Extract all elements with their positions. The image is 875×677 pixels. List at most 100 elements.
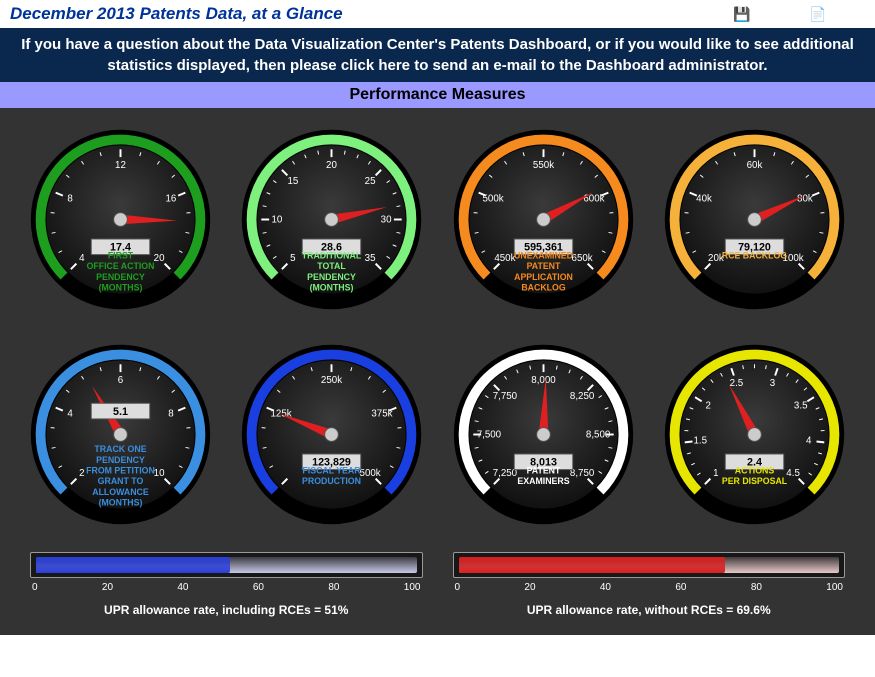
gauge: 125k250k375k500k123,829FISCAL YEARPRODUC… — [234, 337, 429, 532]
svg-text:250k: 250k — [321, 375, 342, 386]
svg-text:8: 8 — [168, 409, 173, 420]
gauge: 450k500k550k600k650k595,361UNEXAMINEDPAT… — [446, 122, 641, 317]
gauge-label: TRACK ONE — [95, 444, 147, 454]
progress-bar-block: 020406080100 UPR allowance rate, includin… — [30, 552, 423, 617]
svg-text:4: 4 — [79, 253, 85, 264]
gauge-label: OFFICE ACTION — [87, 261, 155, 271]
pdf-icon[interactable]: 📄 — [809, 6, 825, 22]
gauge-label: PENDENCY — [308, 272, 357, 282]
progress-bar-ticks: 020406080100 — [453, 578, 846, 593]
svg-text:1: 1 — [713, 468, 718, 479]
save-icon[interactable]: 💾 — [733, 6, 749, 22]
gauge-wrap[interactable]: 7,2507,5007,7508,0008,2508,5008,7508,013… — [443, 337, 644, 532]
svg-text:8: 8 — [67, 194, 72, 205]
svg-text:16: 16 — [166, 194, 177, 205]
progress-bar — [453, 552, 846, 578]
svg-text:2: 2 — [79, 468, 84, 479]
gauge-value: 5.1 — [113, 406, 128, 418]
gauge-label: APPLICATION — [514, 272, 573, 282]
svg-text:4: 4 — [67, 409, 73, 420]
svg-text:2: 2 — [705, 400, 710, 411]
svg-text:8,000: 8,000 — [531, 375, 556, 386]
svg-text:80k: 80k — [797, 194, 813, 205]
gauge-label: PATENT — [526, 466, 560, 476]
gauge: 20k40k60k80k100k79,120RCE BACKLOG — [657, 122, 852, 317]
gauge-label: BACKLOG — [521, 283, 565, 293]
gauge-label: GRANT TO — [98, 476, 144, 486]
info-banner[interactable]: If you have a question about the Data Vi… — [0, 28, 875, 82]
gauge-label: PENDENCY — [96, 272, 145, 282]
svg-text:4: 4 — [806, 436, 812, 447]
progress-bar-ticks: 020406080100 — [30, 578, 423, 593]
svg-text:2.5: 2.5 — [730, 378, 744, 389]
gauge-label: PER DISPOSAL — [722, 476, 788, 486]
gauge: 510152025303528.6TRADITIONALTOTALPENDENC… — [234, 122, 429, 317]
progress-bar-fill — [459, 557, 726, 573]
gauge-label: ALLOWANCE — [92, 487, 149, 497]
svg-text:60k: 60k — [747, 160, 763, 171]
svg-text:35: 35 — [365, 253, 376, 264]
gauge-label: PENDENCY — [96, 455, 145, 465]
svg-text:12: 12 — [115, 160, 126, 171]
svg-text:550k: 550k — [533, 160, 554, 171]
gauge: 11.522.533.544.52.4ACTIONSPER DISPOSAL — [657, 337, 852, 532]
svg-text:20: 20 — [326, 160, 337, 171]
progress-bar-label: UPR allowance rate, including RCEs = 51% — [30, 603, 423, 617]
gauge-wrap[interactable]: 510152025303528.6TRADITIONALTOTALPENDENC… — [231, 122, 432, 317]
svg-text:40k: 40k — [696, 194, 712, 205]
svg-text:15: 15 — [288, 176, 299, 187]
gauge-label: ACTIONS — [735, 466, 775, 476]
svg-text:7,500: 7,500 — [476, 429, 501, 440]
gauge-label: UNEXAMINED — [514, 250, 573, 260]
gauge-label: FROM PETITION — [86, 466, 155, 476]
svg-text:3.5: 3.5 — [794, 400, 808, 411]
gauge-label: PRODUCTION — [302, 476, 361, 486]
progress-bar — [30, 552, 423, 578]
header-bar: December 2013 Patents Data, at a Glance … — [0, 0, 875, 28]
section-title: Performance Measures — [0, 82, 875, 108]
gauge-wrap[interactable]: 450k500k550k600k650k595,361UNEXAMINEDPAT… — [443, 122, 644, 317]
svg-text:500k: 500k — [360, 468, 381, 479]
svg-text:500k: 500k — [482, 194, 503, 205]
svg-text:4.5: 4.5 — [786, 468, 800, 479]
svg-text:8,750: 8,750 — [570, 468, 595, 479]
svg-text:7,750: 7,750 — [492, 391, 517, 402]
gauge-label: RCE BACKLOG — [722, 250, 787, 260]
svg-text:10: 10 — [154, 468, 165, 479]
gauge-label: (MONTHS) — [99, 283, 143, 293]
svg-text:25: 25 — [365, 176, 376, 187]
svg-text:5: 5 — [291, 253, 297, 264]
gauge-label: TRADITIONAL — [302, 250, 362, 260]
gauge-wrap[interactable]: 20k40k60k80k100k79,120RCE BACKLOG — [654, 122, 855, 317]
svg-text:450k: 450k — [494, 253, 515, 264]
header-icons: 💾 📄 — [733, 6, 865, 22]
bars-row: 020406080100 UPR allowance rate, includin… — [20, 552, 855, 617]
dashboard: 4812162017.4FIRSTOFFICE ACTIONPENDENCY(M… — [0, 108, 875, 635]
progress-bar-label: UPR allowance rate, without RCEs = 69.6% — [453, 603, 846, 617]
svg-text:650k: 650k — [571, 253, 592, 264]
svg-text:1.5: 1.5 — [693, 436, 707, 447]
gauge-label: EXAMINERS — [517, 476, 569, 486]
gauge-label: FIRST — [108, 250, 134, 260]
svg-text:20: 20 — [154, 253, 165, 264]
svg-text:8,500: 8,500 — [586, 429, 611, 440]
progress-bar-block: 020406080100 UPR allowance rate, without … — [453, 552, 846, 617]
gauge-label: PATENT — [526, 261, 560, 271]
gauge-grid: 4812162017.4FIRSTOFFICE ACTIONPENDENCY(M… — [20, 122, 855, 532]
progress-bar-fill — [36, 557, 230, 573]
gauge: 2 4 6 8 10 5.1 TRACK ONEPENDENCYFROM PETITIONG… — [23, 337, 218, 532]
gauge-label: FISCAL YEAR — [303, 466, 362, 476]
gauge-label: TOTAL — [318, 261, 347, 271]
svg-text:6: 6 — [118, 375, 123, 386]
gauge-wrap[interactable]: 11.522.533.544.52.4ACTIONSPER DISPOSAL — [654, 337, 855, 532]
gauge-wrap[interactable]: 4812162017.4FIRSTOFFICE ACTIONPENDENCY(M… — [20, 122, 221, 317]
gauge: 4812162017.4FIRSTOFFICE ACTIONPENDENCY(M… — [23, 122, 218, 317]
svg-text:375k: 375k — [372, 409, 393, 420]
gauge-label: (MONTHS) — [310, 283, 354, 293]
svg-text:8,250: 8,250 — [570, 391, 595, 402]
gauge-wrap[interactable]: 125k250k375k500k123,829FISCAL YEARPRODUC… — [231, 337, 432, 532]
gauge: 7,2507,5007,7508,0008,2508,5008,7508,013… — [446, 337, 641, 532]
svg-text:10: 10 — [272, 214, 283, 225]
gauge-wrap[interactable]: 2 4 6 8 10 5.1 TRACK ONEPENDENCYFROM PETITIONG… — [20, 337, 221, 532]
svg-text:3: 3 — [770, 378, 775, 389]
